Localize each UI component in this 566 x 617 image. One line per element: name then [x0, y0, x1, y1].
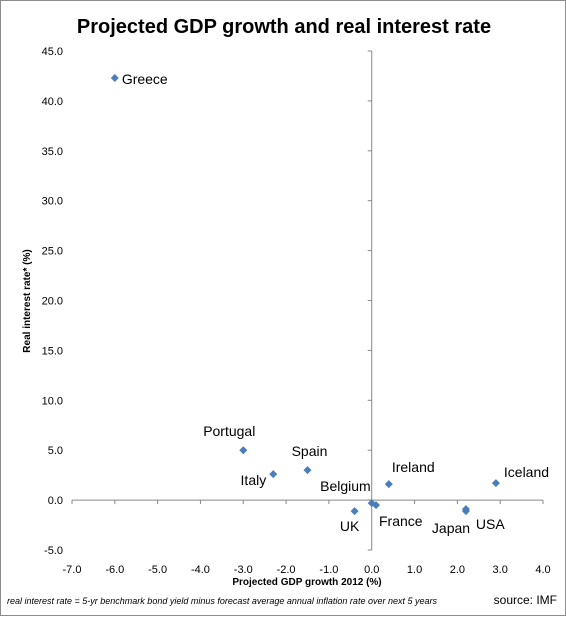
data-point: [461, 507, 470, 516]
data-point: [239, 446, 248, 455]
y-tick-label: 20.0: [42, 296, 63, 308]
y-tick-label: 5.0: [48, 445, 63, 457]
y-axis-title: Real interest rate* (%): [22, 249, 33, 352]
data-point: [491, 479, 500, 488]
x-tick-label: 3.0: [493, 564, 508, 576]
y-tick-label: 15.0: [42, 345, 63, 357]
x-tick-label: 1.0: [407, 564, 422, 576]
x-tick-label: 2.0: [450, 564, 465, 576]
x-tick-label: -4.0: [191, 564, 210, 576]
y-tick-labels: -5.0 0.0 5.0 10.0 15.0 20.0 25.0 30.0 35.0 40.0 45…: [42, 46, 63, 557]
y-tick-label: 45.0: [42, 46, 63, 58]
data-label: France: [379, 513, 423, 529]
data-label: Iceland: [504, 464, 549, 480]
x-tick-label: -6.0: [105, 564, 124, 576]
y-tick-label: 35.0: [42, 146, 63, 158]
y-tick-label: 30.0: [42, 196, 63, 208]
y-tick-label: 25.0: [42, 246, 63, 258]
y-tick-label: 40.0: [42, 96, 63, 108]
x-axis-title: Projected GDP growth 2012 (%): [232, 577, 381, 588]
y-tick-label: 0.0: [48, 495, 63, 507]
data-label: UK: [340, 518, 360, 534]
y-tick-label: 10.0: [42, 395, 63, 407]
data-label: Ireland: [392, 459, 435, 475]
data-point: [303, 466, 312, 475]
data-label: USA: [476, 516, 505, 532]
data-label: Japan: [432, 520, 470, 536]
x-tick-label: -1.0: [319, 564, 338, 576]
source-note: source: IMF: [494, 593, 557, 607]
data-point: [269, 470, 278, 479]
data-points: [110, 73, 500, 516]
chart-title: Projected GDP growth and real interest r…: [77, 16, 491, 38]
axes: [71, 50, 544, 551]
x-tick-labels: -7.0 -6.0 -5.0 -4.0 -3.0 -2.0 -1.0 0.0 1.0 2.0 3.0…: [63, 564, 551, 576]
x-tick-label: -5.0: [148, 564, 167, 576]
data-point: [384, 480, 393, 489]
data-label: Portugal: [203, 423, 255, 439]
x-tick-label: 0.0: [364, 564, 379, 576]
footnote: real interest rate = 5-yr benchmark bond…: [7, 596, 437, 606]
data-label: Belgium: [320, 478, 371, 494]
data-label: Greece: [122, 71, 168, 87]
data-point: [372, 501, 381, 510]
data-label: Italy: [241, 472, 267, 488]
data-point: [350, 507, 359, 516]
x-tick-label: -3.0: [234, 564, 253, 576]
x-tick-label: 4.0: [535, 564, 550, 576]
data-label: Spain: [292, 443, 328, 459]
data-labels: Greece Portugal Italy Spain Belgium France UK I…: [122, 71, 549, 536]
data-point: [110, 73, 119, 82]
x-tick-label: -7.0: [63, 564, 82, 576]
y-tick-label: -5.0: [44, 545, 63, 557]
x-tick-label: -2.0: [277, 564, 296, 576]
